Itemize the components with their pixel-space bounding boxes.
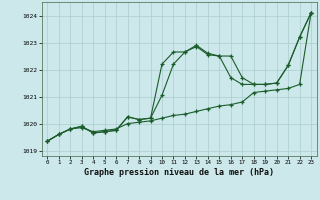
X-axis label: Graphe pression niveau de la mer (hPa): Graphe pression niveau de la mer (hPa) bbox=[84, 168, 274, 177]
